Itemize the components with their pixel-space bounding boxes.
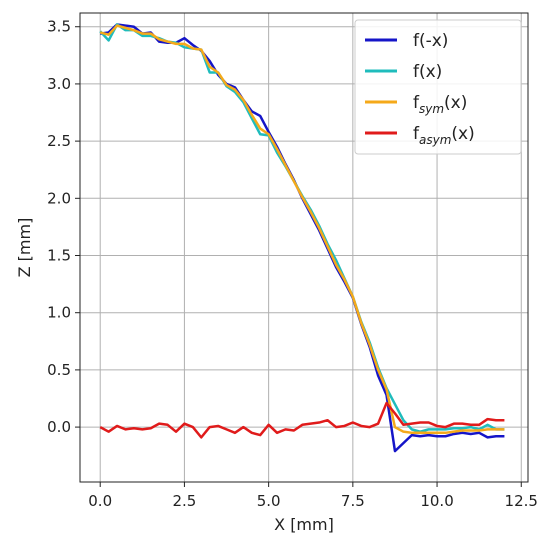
legend-label: f(x) [413, 62, 442, 82]
y-tick-label: 0.0 [47, 418, 71, 436]
legend-box [354, 19, 522, 155]
legend-label-base: f(x) [413, 62, 442, 82]
legend-label: f(-x) [413, 31, 448, 51]
x-tick-label: 12.5 [505, 492, 538, 510]
x-axis-label: X [mm] [274, 515, 334, 534]
legend-label-base: f [413, 124, 420, 144]
series-line-f-asym [99, 401, 505, 439]
x-tick-label: 10.0 [420, 492, 453, 510]
y-tick-label: 3.5 [47, 18, 71, 36]
legend: f(-x)f(x)fsym(x)fasym(x) [354, 19, 522, 155]
series-group [99, 23, 505, 453]
x-tick-label: 7.5 [341, 492, 365, 510]
y-tick-label: 1.0 [47, 304, 71, 322]
x-tick-label: 5.0 [257, 492, 281, 510]
x-tick-label: 2.5 [172, 492, 196, 510]
y-tick-label: 1.5 [47, 247, 71, 265]
legend-label-subscript: sym [419, 102, 444, 116]
legend-label-tail: (x) [451, 124, 474, 144]
y-tick-label: 3.0 [47, 75, 71, 93]
axis-ticks: 0.0 2.5 5.0 7.5 10.0 12.5 0.0 0.5 1.0 1.5 2.0 2.5 3.… [47, 18, 538, 510]
legend-label-subscript: asym [419, 133, 451, 147]
y-tick-label: 2.0 [47, 189, 71, 207]
y-tick-label: 0.5 [47, 361, 71, 379]
y-tick-label: 2.5 [47, 132, 71, 150]
legend-label: fasym(x) [413, 124, 475, 147]
series-line-f-sym [99, 24, 505, 435]
legend-label: fsym(x) [413, 93, 467, 116]
legend-label-tail: (x) [444, 93, 467, 113]
legend-label-base: f(-x) [413, 31, 448, 51]
plot-frame [79, 12, 529, 483]
x-tick-label: 0.0 [88, 492, 112, 510]
y-axis-label: Z [mm] [15, 218, 34, 278]
legend-label-base: f [413, 93, 420, 113]
